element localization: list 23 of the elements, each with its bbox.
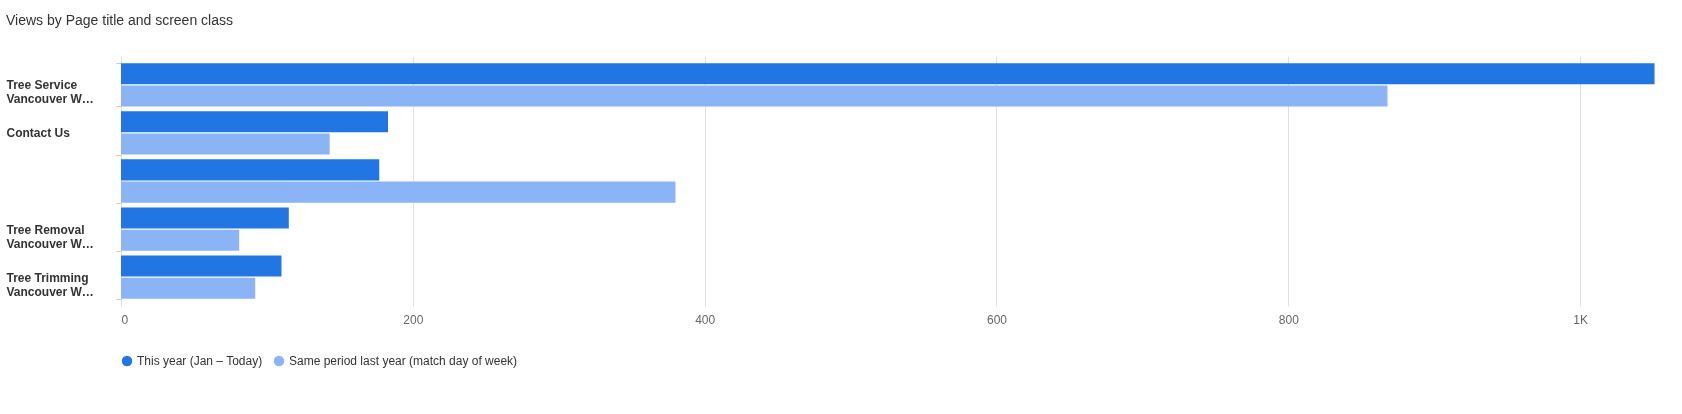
x-tick-label: 400 bbox=[695, 312, 716, 327]
bar bbox=[121, 111, 389, 133]
bar bbox=[121, 63, 1655, 85]
x-tick-label: 1K bbox=[1573, 312, 1588, 327]
y-tick-label: Tree Trimming Vancouver W… bbox=[6, 270, 94, 299]
x-tick-label: 600 bbox=[986, 312, 1008, 327]
bar bbox=[121, 255, 282, 277]
y-tick-label: Tree Removal Vancouver W… bbox=[6, 222, 94, 251]
legend-label: Same period last year (match day of week) bbox=[289, 354, 518, 368]
y-tick-label: Contact Us bbox=[6, 126, 71, 141]
bar bbox=[121, 133, 330, 155]
bar bbox=[121, 207, 289, 229]
y-tick-label: Tree Service Vancouver W… bbox=[6, 78, 94, 107]
x-tick-label: 800 bbox=[1278, 312, 1300, 327]
bar bbox=[121, 85, 1388, 107]
bar bbox=[121, 229, 240, 251]
bar bbox=[121, 181, 676, 203]
x-tick-label: 200 bbox=[403, 312, 424, 327]
bar bbox=[121, 159, 380, 181]
bar bbox=[121, 277, 256, 299]
x-tick-label: 0 bbox=[121, 312, 129, 327]
legend-label: This year (Jan – Today) bbox=[137, 354, 263, 368]
chart-title: Views by Page title and screen class bbox=[6, 12, 233, 28]
